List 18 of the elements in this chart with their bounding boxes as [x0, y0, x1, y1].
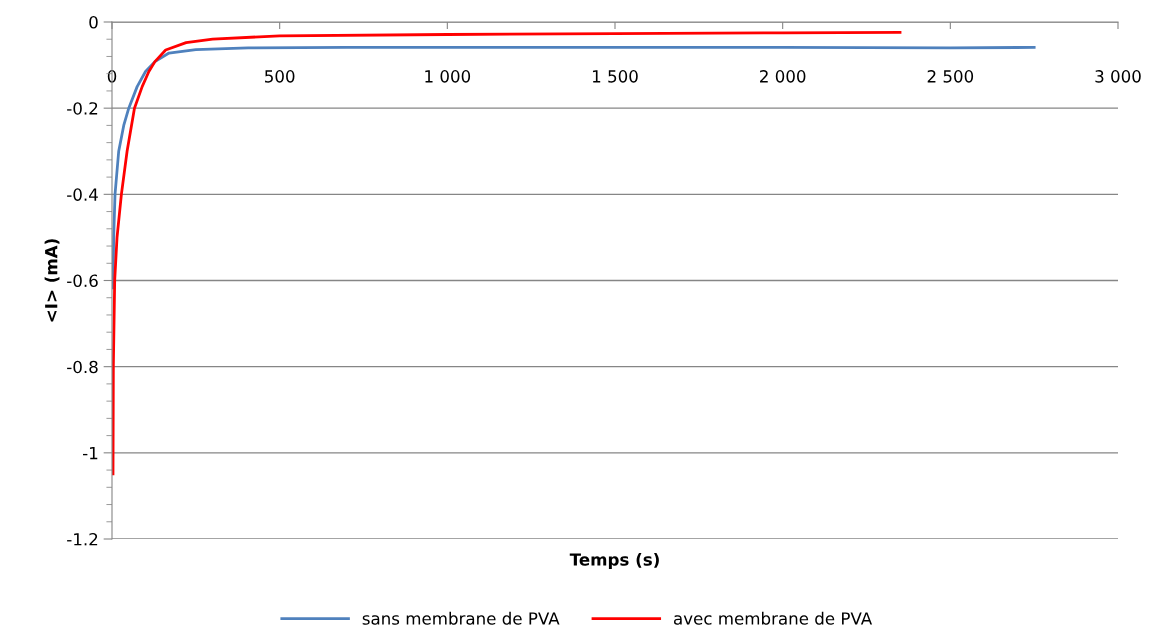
y-tick-label: -0.4: [67, 188, 98, 201]
x-tick-label: 3 000: [1095, 70, 1141, 83]
x-tick-label: 2 500: [927, 70, 974, 83]
y-tick-label: -0.6: [67, 274, 98, 288]
y-tick-label: 0: [89, 15, 98, 29]
x-tick-label: 500: [265, 70, 295, 83]
x-tick-label: 2 000: [760, 70, 806, 83]
y-axis-title: <I> (mA): [44, 239, 60, 322]
y-tick-label: -1: [83, 447, 98, 460]
x-tick-label: 1 500: [592, 70, 638, 83]
y-tick-label: -0.8: [67, 360, 98, 374]
y-tick-label: -1.2: [67, 532, 98, 546]
x-tick-label: 0: [107, 70, 117, 83]
x-tick-label: 1 000: [425, 70, 471, 83]
legend-label: avec membrane de PVA: [673, 611, 873, 625]
legend-label: sans membrane de PVA: [362, 611, 560, 625]
x-axis-title: Temps (s): [569, 552, 659, 570]
y-tick-label: -0.2: [67, 102, 98, 115]
